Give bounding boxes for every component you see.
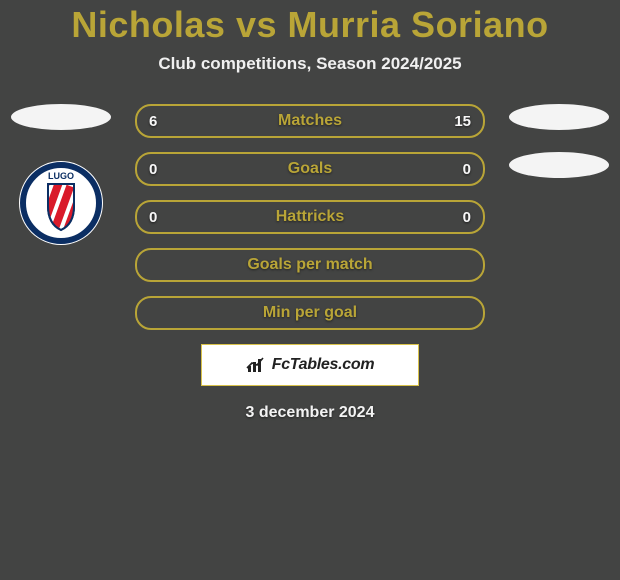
snapshot-date: 3 december 2024 [135, 404, 485, 422]
stat-bar-min-per-goal: Min per goal [135, 296, 485, 330]
stat-value-right: 0 [463, 202, 471, 232]
stat-label: Goals per match [247, 256, 372, 274]
stat-bar-goals: 0 Goals 0 [135, 152, 485, 186]
comparison-title: Nicholas vs Murria Soriano [0, 4, 620, 46]
stat-value-right: 0 [463, 154, 471, 184]
stat-fill-left [137, 106, 199, 136]
stat-label: Goals [288, 160, 332, 178]
stat-label: Matches [278, 112, 342, 130]
vs-label: vs [236, 4, 277, 45]
watermark-label: FcTables.com [272, 356, 375, 374]
stat-value-left: 6 [149, 106, 157, 136]
player2-form-pill-1 [509, 104, 609, 130]
lugo-crest-icon: LUGO [18, 160, 104, 246]
watermark-text: FcTables.com [246, 356, 375, 374]
svg-text:LUGO: LUGO [48, 171, 74, 181]
left-club-column: LUGO [6, 104, 116, 251]
player1-club-logo: LUGO [18, 160, 104, 251]
stat-bar-matches: 6 Matches 15 [135, 104, 485, 138]
stat-bar-hattricks: 0 Hattricks 0 [135, 200, 485, 234]
stat-label: Hattricks [276, 208, 344, 226]
player2-form-pill-2 [509, 152, 609, 178]
stat-value-left: 0 [149, 154, 157, 184]
stat-bar-goals-per-match: Goals per match [135, 248, 485, 282]
player2-name: Murria Soriano [288, 4, 549, 45]
stat-value-left: 0 [149, 202, 157, 232]
stats-area: LUGO 6 Matches [0, 104, 620, 422]
bar-chart-icon [246, 356, 268, 374]
stat-label: Min per goal [263, 304, 357, 322]
stat-bars: 6 Matches 15 0 Goals 0 0 Hattricks 0 Goa… [135, 104, 485, 422]
right-club-column [504, 104, 614, 200]
stat-value-right: 15 [454, 106, 471, 136]
watermark[interactable]: FcTables.com [201, 344, 419, 386]
subtitle: Club competitions, Season 2024/2025 [0, 54, 620, 74]
player1-name: Nicholas [71, 4, 225, 45]
player1-form-pill [11, 104, 111, 130]
